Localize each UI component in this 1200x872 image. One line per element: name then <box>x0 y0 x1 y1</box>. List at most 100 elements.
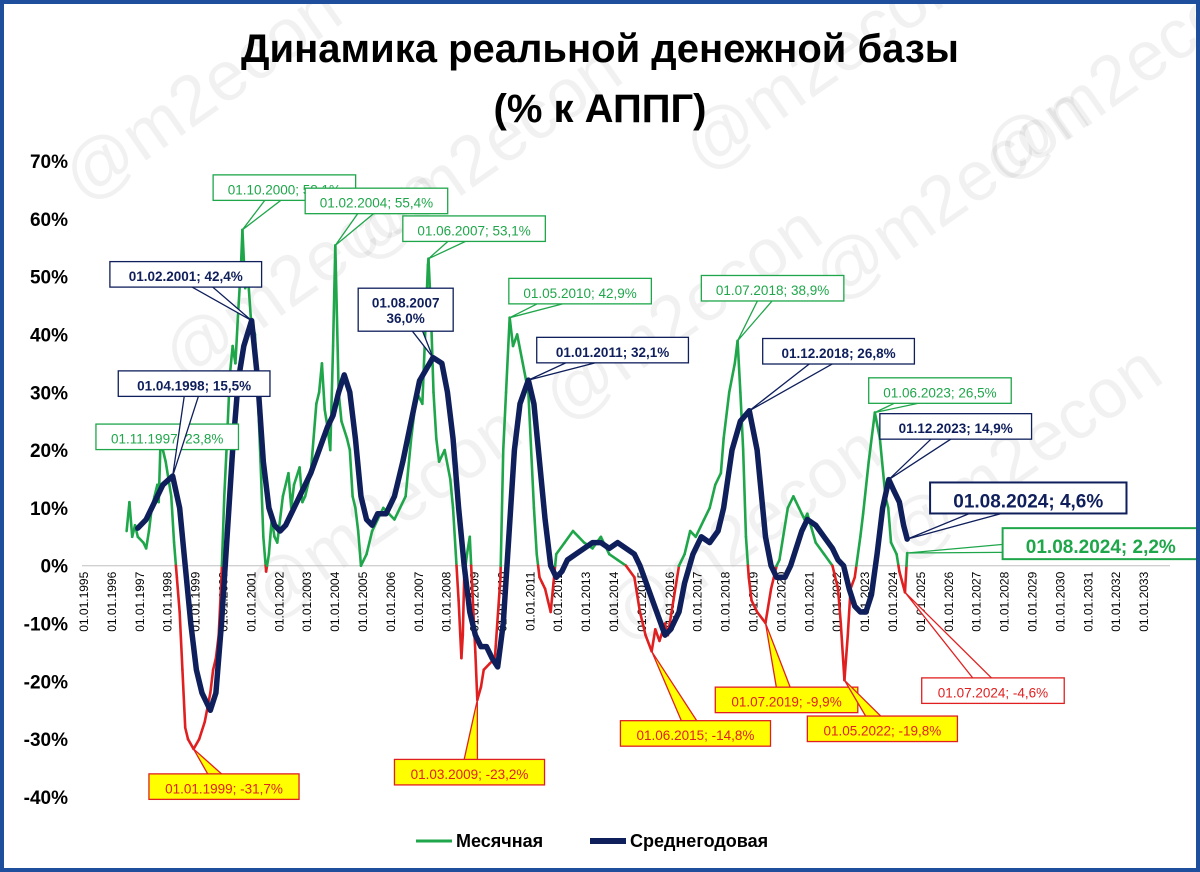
monthly-series-segment <box>650 628 657 653</box>
monthly-series-segment <box>736 339 742 394</box>
y-tick-label: 0% <box>41 557 69 578</box>
monthly-series-segment <box>508 316 515 348</box>
annotation-box <box>117 370 271 398</box>
monthly-series-segment <box>267 518 274 556</box>
x-tick-label: 01.01.1998 <box>161 571 175 631</box>
monthly-series-segment <box>265 552 271 568</box>
annotations-layer: 01.11.1997; 23,8%01.10.2000; 58,1%01.02.… <box>95 174 1196 801</box>
x-tick-label: 01.01.2021 <box>802 571 816 631</box>
monthly-series-segment <box>186 737 195 751</box>
x-tick-label: 01.01.2002 <box>272 571 286 631</box>
monthly-series-segment <box>543 587 550 602</box>
watermark-text: @m2econ <box>968 4 1196 196</box>
annotation-label: 01.08.2007 <box>372 296 440 311</box>
monthly-series-segment <box>638 610 647 637</box>
monthly-series-segment <box>359 552 368 568</box>
y-tick-label: 30% <box>30 383 68 404</box>
monthly-series-segment <box>905 551 909 568</box>
y-tick-label: -40% <box>24 788 68 809</box>
monthly-series-segment <box>633 575 642 614</box>
annotation-label: 01.07.2019; -9,9% <box>731 695 841 710</box>
monthly-series-segment <box>855 535 862 568</box>
x-tick-label: 01.01.2024 <box>886 571 900 631</box>
annotation-box <box>619 720 772 747</box>
monthly-series-segment <box>334 244 340 394</box>
monthly-series-segment <box>469 564 474 596</box>
monthly-series-segment <box>644 633 653 653</box>
monthly-series-segment <box>432 390 438 440</box>
y-axis: 70% 60% 50% 40% 30% 20% 10% 0% -10% -20% -30% -40% <box>24 152 68 809</box>
annotation-label: 01.02.2001; 42,4% <box>129 269 243 284</box>
monthly-series-segment <box>476 685 483 702</box>
monthly-series-segment <box>822 552 834 568</box>
annotation-box <box>879 413 1033 440</box>
monthly-series-segment <box>527 390 536 510</box>
legend-label-monthly: Месячная <box>456 831 543 851</box>
monthly-series-segment <box>461 575 466 637</box>
x-tick-label: 01.01.2031 <box>1081 571 1095 631</box>
monthly-series-segment <box>234 310 240 365</box>
monthly-series-segment <box>275 495 285 544</box>
y-tick-label: 40% <box>30 325 68 346</box>
x-tick-label: 01.01.2028 <box>998 571 1012 631</box>
monthly-series-segment <box>493 575 502 660</box>
monthly-series-segment <box>345 437 352 452</box>
monthly-series-segment <box>727 362 737 394</box>
annotation-box <box>357 287 454 332</box>
x-tick-label: 01.01.1995 <box>77 571 91 631</box>
monthly-series-segment <box>443 448 452 481</box>
x-tick-label: 01.01.2012 <box>551 571 565 631</box>
monthly-series-segment <box>178 610 184 672</box>
x-tick-label: 01.01.2001 <box>244 571 258 631</box>
annotation-box <box>109 260 263 288</box>
monthly-series-segment <box>479 668 486 689</box>
annotation-box <box>714 686 859 714</box>
x-tick-label: 01.01.2020 <box>774 571 788 631</box>
annotation-label: 01.07.2018; 38,9% <box>716 283 829 298</box>
monthly-series-segment <box>708 483 717 510</box>
monthly-series-segment <box>460 633 465 660</box>
monthly-series-segment <box>792 495 801 510</box>
annotation-label: 01.12.2023; 14,9% <box>899 421 1013 436</box>
x-tick-label: 01.01.2026 <box>942 571 956 631</box>
annotation-label: 01.06.2023; 26,5% <box>883 385 996 400</box>
monthly-series-segment <box>515 333 525 365</box>
annotation-label: 36,0% <box>387 311 425 326</box>
monthly-series-segment <box>320 362 327 411</box>
annotation-label: 01.03.2009; -23,2% <box>411 767 529 782</box>
monthly-series-segment <box>183 726 190 741</box>
monthly-series-segment <box>197 720 207 741</box>
monthly-series-segment <box>536 564 541 579</box>
monthly-series-segment <box>262 535 267 568</box>
monthly-series-segment <box>778 506 790 562</box>
monthly-series-segment <box>683 529 692 556</box>
annotation-box <box>762 337 916 365</box>
monthly-series-segment <box>895 552 900 568</box>
monthly-series-segment <box>836 587 843 625</box>
x-tick-label: 01.01.2033 <box>1137 571 1151 631</box>
legend-label-annual: Среднегодовая <box>630 831 768 851</box>
monthly-series-segment <box>797 506 806 521</box>
monthly-series-segment <box>843 633 850 682</box>
monthly-series-segment <box>340 419 349 440</box>
annotation-label: 01.01.2011; 32,1% <box>556 345 669 360</box>
monthly-series-segment <box>553 552 558 568</box>
x-tick-label: 01.01.2016 <box>663 571 677 631</box>
annotation-label: 01.01.1999; -31,7% <box>165 781 283 796</box>
monthly-series-segment <box>169 495 176 544</box>
monthly-series-segment <box>814 541 826 556</box>
monthly-series-segment <box>831 564 840 591</box>
monthly-series-segment <box>144 529 151 550</box>
x-tick-label: 01.01.2030 <box>1053 571 1067 631</box>
annotation-label: 01.12.2018; 26,8% <box>782 346 896 361</box>
monthly-series-segment <box>702 506 711 521</box>
monthly-series-segment <box>448 477 455 510</box>
monthly-series-segment <box>571 529 580 539</box>
y-tick-label: -20% <box>24 672 68 693</box>
chart-svg: @m2econ @m2econ@m2econ @m2econ@m2econ@m2ec… <box>24 4 1196 851</box>
monthly-series-segment <box>873 411 882 440</box>
annotation-box <box>148 773 300 801</box>
annotation-box <box>700 274 845 302</box>
monthly-series-segment <box>434 437 441 463</box>
annotation-label: 01.05.2022; -19,8% <box>823 724 941 739</box>
